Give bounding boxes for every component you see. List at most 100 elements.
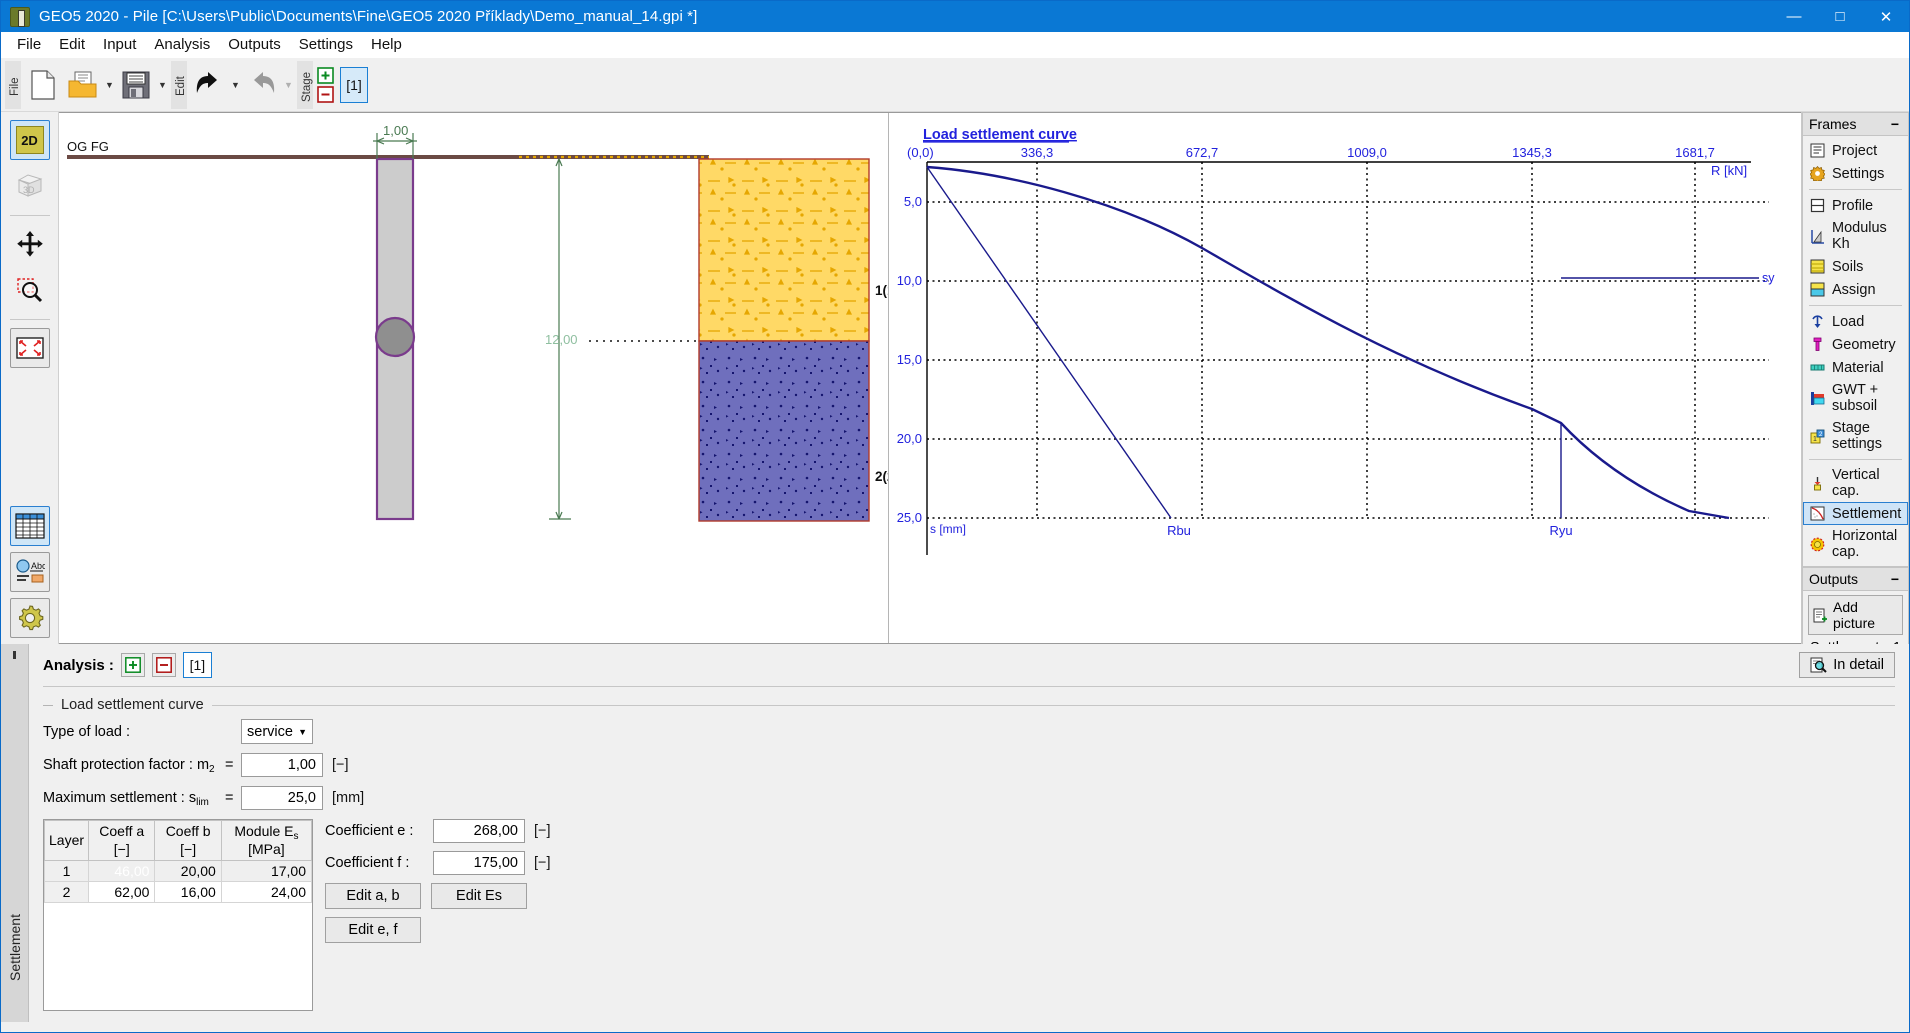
sidebar-label-assign: Assign xyxy=(1832,281,1876,298)
col-layer: Layer xyxy=(43,820,90,861)
view-2d-button[interactable]: 2D xyxy=(9,120,50,160)
bottom-form-panel: Analysis : [1] xyxy=(1,644,1909,1022)
menu-file[interactable]: File xyxy=(17,36,42,53)
analysis-stage-tag[interactable]: [1] xyxy=(182,652,212,678)
view-3d-button[interactable]: 3D xyxy=(9,166,50,206)
sidebar-item-material[interactable]: Material xyxy=(1803,356,1908,379)
sidebar-label-gwt-subsoil: GWT + subsoil xyxy=(1832,382,1879,414)
outputs-collapse-button[interactable]: − xyxy=(1890,571,1899,587)
sidebar-item-assign[interactable]: Assign xyxy=(1803,278,1908,301)
sidebar-item-profile[interactable]: Profile xyxy=(1803,194,1908,217)
undo-button[interactable] xyxy=(190,63,228,107)
frames-list: Project Settings Profile xyxy=(1802,136,1909,567)
chart-grid-horizontal xyxy=(927,201,1769,519)
frames-collapse-button[interactable]: − xyxy=(1890,116,1899,132)
menu-analysis[interactable]: Analysis xyxy=(154,36,211,53)
minus-red-icon xyxy=(155,657,172,673)
shaft-protection-input[interactable]: 1,00 xyxy=(241,753,323,777)
sidebar-item-horizontal-cap[interactable]: Horizontal cap. xyxy=(1803,525,1908,563)
redo-button[interactable] xyxy=(243,63,281,107)
app-icon xyxy=(10,6,30,27)
layers-table-wrapper[interactable]: Layer Coeff a [−] Coeff b [−] xyxy=(43,819,313,1011)
sidebar-item-vertical-cap[interactable]: Vertical cap. xyxy=(1803,464,1908,502)
zoom-fit-button[interactable] xyxy=(9,328,50,368)
coefficient-f-input[interactable]: 175,00 xyxy=(433,851,525,875)
close-button[interactable]: ✕ xyxy=(1879,8,1893,26)
table-row[interactable]: 1 46,00 20,00 17,00 xyxy=(43,860,313,882)
save-file-button[interactable] xyxy=(117,63,155,107)
coefficient-f-unit: [−] xyxy=(534,855,551,871)
view-tools-strip: 2D 3D xyxy=(1,112,59,644)
remove-analysis-button[interactable] xyxy=(151,653,176,677)
undo-dropdown[interactable]: ▼ xyxy=(231,79,240,90)
vertical-tab-settlement-label: Settlement xyxy=(7,913,23,981)
cell-coeff-b-2[interactable]: 16,00 xyxy=(154,881,222,903)
sidebar-item-settlement[interactable]: Settlement xyxy=(1803,502,1908,525)
type-of-load-select[interactable]: service ▼ xyxy=(241,719,313,744)
sidebar-item-load[interactable]: Load xyxy=(1803,310,1908,333)
menu-input[interactable]: Input xyxy=(103,36,137,53)
pile-drawing-pane[interactable]: OG FG 1,00 xyxy=(59,113,889,643)
menu-edit[interactable]: Edit xyxy=(59,36,86,53)
table-view-button[interactable] xyxy=(9,506,50,546)
type-of-load-label: Type of load : xyxy=(43,723,131,740)
soils-icon xyxy=(1809,258,1826,275)
x-tick-4: 1345,3 xyxy=(1512,145,1552,160)
group-legend: Load settlement curve xyxy=(43,697,1895,713)
edit-ab-button[interactable]: Edit a, b xyxy=(325,883,421,909)
sidebar-item-settings[interactable]: Settings xyxy=(1803,162,1908,185)
chevron-down-icon: ▼ xyxy=(298,726,307,737)
in-detail-label: In detail xyxy=(1833,657,1884,673)
menu-help[interactable]: Help xyxy=(371,36,402,53)
menu-settings[interactable]: Settings xyxy=(298,36,353,53)
sidebar-item-geometry[interactable]: Geometry xyxy=(1803,333,1908,356)
pan-tool-button[interactable] xyxy=(9,224,50,264)
x-tick-1: 336,3 xyxy=(1021,145,1054,160)
annotation-tool-button[interactable]: Abc xyxy=(9,552,50,592)
drawing-settings-button[interactable] xyxy=(9,598,50,638)
load-settlement-chart-pane[interactable]: Load settlement curve (0,0) 336,3 672,7 … xyxy=(889,113,1801,643)
add-picture-button[interactable]: Add picture xyxy=(1808,595,1903,635)
add-picture-icon xyxy=(1813,608,1828,623)
cell-coeff-a-2[interactable]: 62,00 xyxy=(88,881,156,903)
layers-table-header-row: Layer Coeff a [−] Coeff b [−] xyxy=(43,820,313,861)
new-document-button[interactable] xyxy=(24,63,62,107)
save-file-dropdown[interactable]: ▼ xyxy=(158,79,167,90)
horizontal-cap-icon xyxy=(1809,536,1826,553)
cell-module-es-1[interactable]: 17,00 xyxy=(220,860,313,882)
open-file-dropdown[interactable]: ▼ xyxy=(105,79,114,90)
zoom-window-button[interactable] xyxy=(9,270,50,310)
cell-coeff-b-1[interactable]: 20,00 xyxy=(154,860,222,882)
outputs-panel-title: Outputs xyxy=(1809,571,1859,587)
maximize-button[interactable]: □ xyxy=(1835,8,1845,25)
cell-module-es-2[interactable]: 24,00 xyxy=(220,881,313,903)
stage-selector-1[interactable]: [1] xyxy=(340,66,368,103)
add-stage-button[interactable] xyxy=(315,66,336,85)
vertical-tab-settlement[interactable]: Settlement xyxy=(2,872,29,1022)
cell-coeff-a-1[interactable]: 46,00 xyxy=(88,860,156,882)
menu-bar: File Edit Input Analysis Outputs Setting… xyxy=(1,32,1909,58)
status-strip xyxy=(1,1022,1909,1032)
in-detail-button[interactable]: In detail xyxy=(1799,652,1895,678)
x-tick-2: 672,7 xyxy=(1186,145,1219,160)
layers-and-coefficients-row: Layer Coeff a [−] Coeff b [−] xyxy=(43,819,1895,1011)
sidebar-item-gwt-subsoil[interactable]: GWT + subsoil xyxy=(1803,379,1908,417)
add-analysis-button[interactable] xyxy=(120,653,145,677)
type-of-load-row: Type of load : service ▼ xyxy=(43,719,1895,744)
coefficient-e-input[interactable]: 268,00 xyxy=(433,819,525,843)
type-of-load-value: service xyxy=(247,723,293,740)
open-file-button[interactable] xyxy=(64,63,102,107)
sidebar-item-soils[interactable]: Soils xyxy=(1803,255,1908,278)
edit-ef-button[interactable]: Edit e, f xyxy=(325,917,421,943)
maximum-settlement-input[interactable]: 25,0 xyxy=(241,786,323,810)
minimize-button[interactable]: — xyxy=(1786,8,1802,25)
table-row[interactable]: 2 62,00 16,00 24,00 xyxy=(43,881,313,903)
sidebar-item-modulus-kh[interactable]: Modulus Kh xyxy=(1803,217,1908,255)
remove-stage-button[interactable] xyxy=(315,85,336,104)
edit-es-button[interactable]: Edit Es xyxy=(431,883,527,909)
soil-label-1: 1(1) xyxy=(875,283,889,298)
menu-outputs[interactable]: Outputs xyxy=(228,36,281,53)
sidebar-item-project[interactable]: Project xyxy=(1803,139,1908,162)
